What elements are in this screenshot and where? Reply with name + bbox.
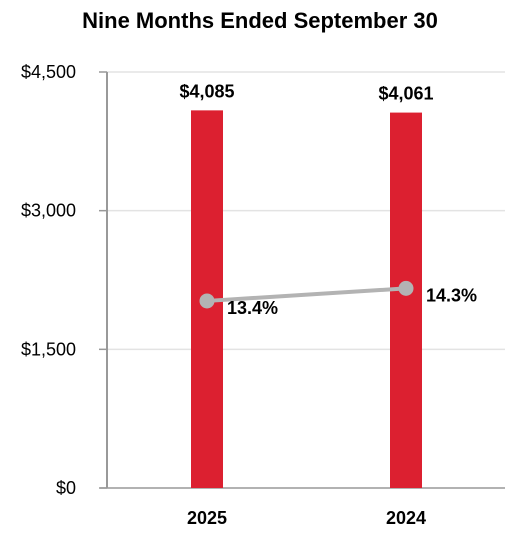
- line-point-label: 14.3%: [426, 285, 477, 305]
- y-tick-label: $3,000: [21, 201, 76, 221]
- series-line: [206, 286, 407, 303]
- line-point: [398, 280, 414, 296]
- bar-value-label: $4,085: [179, 81, 234, 101]
- y-tick-label: $4,500: [21, 62, 76, 82]
- line-point: [199, 293, 215, 309]
- gridlines: [107, 71, 505, 351]
- x-category-label: 2025: [187, 508, 227, 528]
- bar: [390, 112, 422, 488]
- line-point-label: 13.4%: [227, 298, 278, 318]
- x-category-label: 2024: [386, 508, 426, 528]
- bars: $4,085 $4,061: [179, 81, 434, 488]
- y-tick-label: $1,500: [21, 339, 76, 359]
- chart-title: Nine Months Ended September 30: [82, 8, 438, 33]
- y-axis-ticks: $4,500 $3,000 $1,500 $0: [21, 62, 107, 498]
- y-tick-label: $0: [56, 478, 76, 498]
- x-axis-categories: 2025 2024: [187, 508, 426, 528]
- margin-line: 13.4% 14.3%: [199, 280, 477, 318]
- bar-value-label: $4,061: [378, 84, 433, 104]
